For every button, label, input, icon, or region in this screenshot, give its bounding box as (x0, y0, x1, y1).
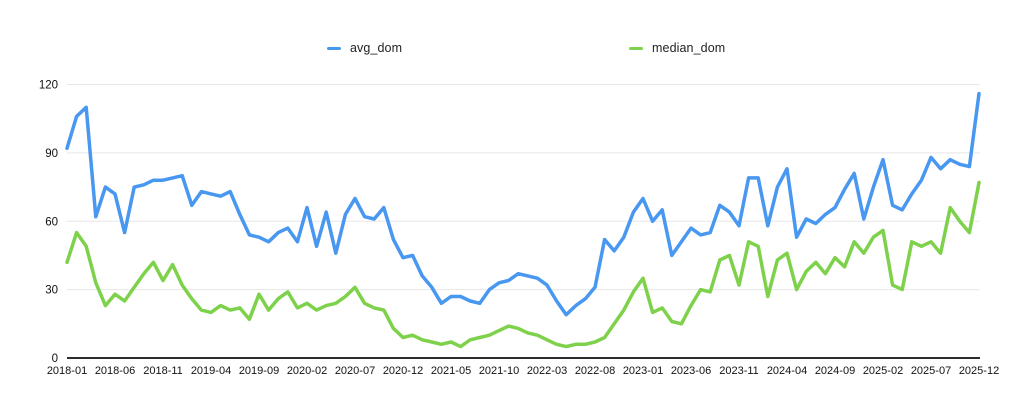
x-axis-tick-label: 2023-01 (623, 365, 663, 377)
x-axis-tick-label: 2020-02 (287, 365, 327, 377)
median-dom-legend-label: median_dom (652, 41, 726, 55)
x-axis-tick-label: 2018-01 (47, 365, 87, 377)
legend-item-median-dom[interactable]: median_dom (629, 41, 725, 55)
x-axis-tick-label: 2020-07 (335, 365, 375, 377)
avg-dom-legend-label: avg_dom (350, 41, 403, 55)
x-axis-tick-label: 2022-08 (575, 365, 615, 377)
avg-dom-line (65, 91, 981, 317)
x-axis-tick-label: 2023-11 (719, 365, 759, 377)
x-axis-tick-label: 2022-03 (527, 365, 567, 377)
y-axis-tick-label: 0 (52, 353, 58, 365)
x-axis-tick-label: 2025-07 (911, 365, 951, 377)
x-axis-tick-label: 2021-05 (431, 365, 471, 377)
legend-item-avg-dom[interactable]: avg_dom (327, 41, 402, 55)
x-axis-tick-label: 2025-02 (863, 365, 903, 377)
x-axis-tick-label: 2019-04 (191, 365, 231, 377)
y-axis-tick-label: 90 (45, 148, 58, 160)
x-axis-tick-label: 2020-12 (383, 365, 423, 377)
avg-dom-legend-swatch (327, 46, 341, 50)
x-axis-tick-label: 2025-12 (959, 365, 999, 377)
chart-legend: avg_dom median_dom (0, 41, 1024, 57)
y-axis-tick-label: 30 (45, 285, 58, 297)
median-dom-legend-swatch (629, 46, 643, 50)
x-axis-tick-label: 2024-09 (815, 365, 855, 377)
x-axis-tick-label: 2021-10 (479, 365, 519, 377)
x-axis-tick-label: 2018-11 (143, 365, 183, 377)
y-axis-tick-label: 120 (39, 80, 58, 92)
x-axis-tick-label: 2018-06 (95, 365, 135, 377)
x-axis-tick-label: 2019-09 (239, 365, 279, 377)
y-axis-tick-label: 60 (45, 216, 58, 228)
x-axis-tick-label: 2023-06 (671, 365, 711, 377)
x-axis-tick-label: 2024-04 (767, 365, 807, 377)
median-dom-line (65, 180, 981, 349)
